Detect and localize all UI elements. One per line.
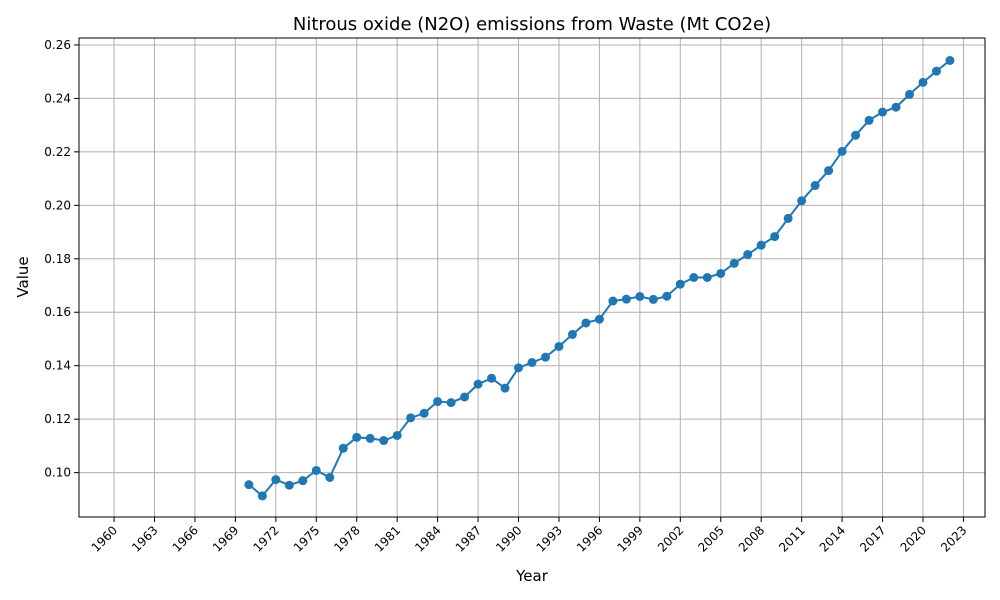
- data-point-2008: [756, 240, 766, 250]
- data-point-1985: [446, 398, 456, 408]
- x-tick-label: 2011: [776, 523, 807, 554]
- data-point-1974: [298, 476, 308, 486]
- x-tick-label: 1975: [291, 523, 322, 554]
- data-point-2005: [716, 268, 726, 278]
- axis-ticks: 1960 1963 1966 1969 1972 1975 1978 1981 1984 1987…: [44, 38, 969, 555]
- y-tick-label: 0.10: [44, 466, 71, 480]
- data-point-1989: [500, 383, 510, 393]
- data-point-1982: [406, 413, 416, 423]
- data-point-2009: [770, 232, 780, 242]
- data-point-1987: [473, 379, 483, 389]
- data-point-1983: [419, 408, 429, 418]
- y-tick-label: 0.26: [44, 38, 71, 52]
- x-tick-label: 2014: [817, 523, 848, 554]
- data-point-1995: [581, 318, 591, 328]
- data-point-2003: [689, 273, 699, 282]
- data-point-2015: [851, 130, 861, 140]
- x-tick-label: 1999: [614, 523, 645, 554]
- x-tick-label: 1993: [534, 523, 565, 554]
- data-point-1984: [433, 397, 443, 407]
- plot-frame: [78, 37, 986, 518]
- data-point-1979: [365, 433, 375, 443]
- data-point-1991: [527, 358, 537, 368]
- x-tick-label: 2023: [938, 523, 969, 554]
- x-tick-label: 1984: [412, 523, 443, 554]
- data-point-1980: [379, 436, 389, 446]
- data-point-2021: [931, 66, 941, 76]
- data-point-2002: [675, 279, 685, 289]
- data-point-1994: [567, 329, 577, 339]
- data-point-2004: [702, 273, 712, 282]
- grid-lines: [79, 38, 985, 517]
- y-tick-label: 0.12: [44, 412, 71, 426]
- data-point-1981: [392, 430, 402, 440]
- y-tick-label: 0.18: [44, 252, 71, 266]
- data-point-1993: [554, 341, 564, 351]
- y-tick-label: 0.22: [44, 145, 71, 159]
- y-tick-label: 0.20: [44, 198, 71, 212]
- data-point-1997: [608, 296, 618, 306]
- x-tick-label: 1990: [493, 523, 524, 554]
- data-point-2019: [905, 89, 914, 99]
- x-axis-label: Year: [515, 567, 549, 585]
- data-point-2017: [878, 107, 888, 117]
- data-point-2006: [729, 258, 739, 268]
- data-point-1971: [257, 491, 267, 501]
- data-point-2012: [810, 181, 820, 191]
- data-point-2016: [864, 115, 874, 125]
- data-point-2018: [891, 102, 901, 112]
- data-point-2022: [945, 55, 955, 65]
- x-tick-label: 1963: [129, 523, 160, 554]
- data-point-2000: [648, 294, 658, 304]
- y-tick-label: 0.14: [44, 359, 71, 373]
- series: [244, 55, 955, 501]
- data-point-2007: [743, 250, 753, 260]
- x-tick-label: 1996: [574, 523, 605, 554]
- data-point-1975: [311, 465, 321, 475]
- data-point-1976: [325, 472, 335, 482]
- data-point-1977: [338, 443, 348, 453]
- data-point-2020: [918, 77, 928, 87]
- data-point-2010: [783, 213, 793, 223]
- x-tick-label: 1960: [89, 523, 120, 554]
- data-point-2001: [662, 291, 672, 301]
- x-tick-label: 1981: [372, 523, 403, 554]
- x-tick-label: 1972: [250, 523, 281, 554]
- x-tick-label: 2020: [898, 523, 929, 554]
- data-point-2013: [824, 166, 834, 176]
- data-point-1986: [460, 392, 470, 402]
- x-tick-label: 1978: [331, 523, 362, 554]
- chart-title: Nitrous oxide (N2O) emissions from Waste…: [293, 14, 771, 35]
- x-tick-label: 2008: [736, 523, 767, 554]
- data-point-1998: [621, 294, 631, 304]
- x-tick-label: 2005: [695, 523, 726, 554]
- data-point-1996: [594, 314, 604, 324]
- data-point-1970: [244, 480, 254, 490]
- x-tick-label: 1987: [453, 523, 484, 554]
- x-tick-label: 1969: [210, 523, 241, 554]
- data-point-1988: [487, 373, 497, 383]
- y-tick-label: 0.24: [44, 91, 71, 105]
- data-point-2014: [837, 146, 847, 156]
- data-point-1990: [514, 363, 524, 373]
- data-point-1972: [271, 475, 281, 485]
- x-tick-label: 2002: [655, 523, 686, 554]
- data-point-1992: [540, 352, 550, 362]
- data-point-1999: [635, 291, 645, 301]
- y-axis-label: Value: [14, 256, 32, 297]
- x-tick-label: 2017: [857, 523, 888, 554]
- x-tick-label: 1966: [170, 523, 201, 554]
- data-point-1973: [284, 480, 294, 490]
- y-tick-label: 0.16: [44, 305, 71, 319]
- data-point-2011: [797, 196, 807, 206]
- data-point-1978: [352, 432, 362, 442]
